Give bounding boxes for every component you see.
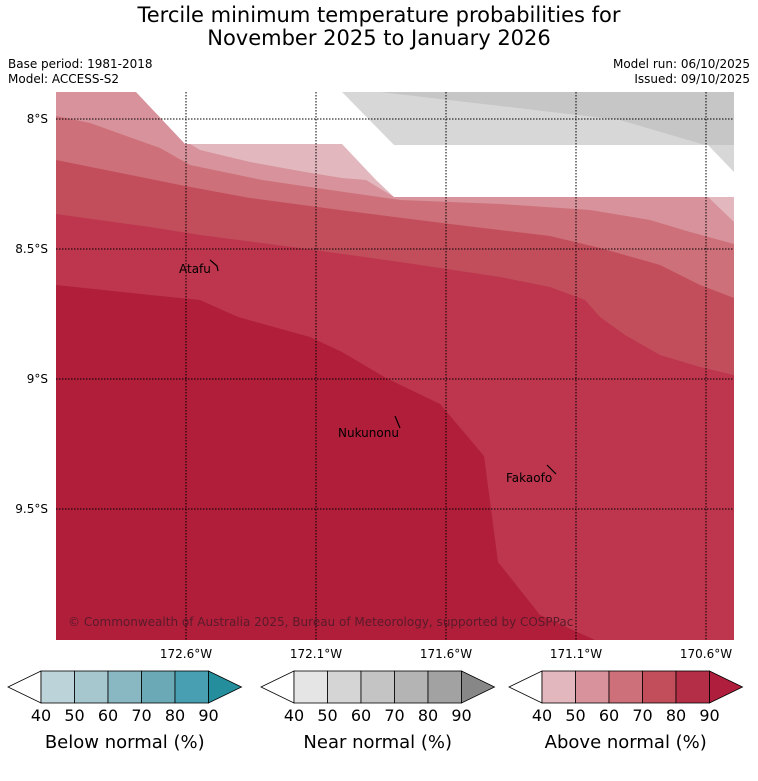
lon-tick: 171.6°W — [420, 647, 472, 661]
colorbar-tick-label: 90 — [198, 706, 218, 725]
colorbar-tick-label: 50 — [317, 706, 337, 725]
colorbar-near: 40 50 60 70 80 90 Near normal (%) — [260, 670, 496, 753]
colorbar-segment — [74, 670, 109, 704]
model-name: Model: ACCESS-S2 — [8, 72, 120, 86]
meta-left: Base period: 1981-2018 Model: ACCESS-S2 — [8, 57, 153, 87]
colorbar-tick-label: 90 — [699, 706, 719, 725]
place-label-nukunonu: Nukunonu — [338, 426, 399, 440]
lon-tick: 170.6°W — [680, 647, 732, 661]
colorbar-group: 40 50 60 70 80 90 Below normal (%) 40 50 60 70 80 90… — [7, 670, 744, 753]
colorbar-extend-high — [208, 670, 243, 704]
issued-date: Issued: 09/10/2025 — [634, 72, 750, 86]
colorbar-tick-label: 80 — [666, 706, 686, 725]
colorbar-tick-label: 40 — [31, 706, 51, 725]
colorbar-above: 40 50 60 70 80 90 Above normal (%) — [508, 670, 744, 753]
colorbar-segment — [360, 670, 395, 704]
colorbar-tick-label: 70 — [384, 706, 404, 725]
colorbar-segment — [427, 670, 462, 704]
lon-tick: 171.1°W — [550, 647, 602, 661]
colorbar-segment — [575, 670, 610, 704]
lat-tick: 9.5°S — [15, 502, 48, 516]
model-run: Model run: 06/10/2025 — [612, 57, 750, 71]
colorbar-tick-label: 50 — [64, 706, 84, 725]
colorbar-extend-low — [7, 670, 42, 704]
lat-ticks: 8°S 8.5°S 9°S 9.5°S — [15, 112, 48, 516]
colorbar-tick-label: 80 — [165, 706, 185, 725]
colorbar-segment — [293, 670, 328, 704]
colorbar-title: Below normal (%) — [45, 732, 205, 753]
lon-ticks: 172.6°W 172.1°W 171.6°W 171.1°W 170.6°W — [160, 647, 732, 661]
colorbar-segment — [174, 670, 209, 704]
colorbar-tick-label: 70 — [131, 706, 151, 725]
base-period: Base period: 1981-2018 — [8, 57, 153, 71]
colorbar-tick-label: 60 — [98, 706, 118, 725]
colorbar-tick-label: 90 — [451, 706, 471, 725]
colorbar-tick-label: 40 — [284, 706, 304, 725]
nukunonu-outline — [394, 415, 401, 429]
meta-right: Model run: 06/10/2025 Issued: 09/10/2025 — [613, 57, 750, 87]
colorbar-segment — [675, 670, 710, 704]
colorbar-extend-high — [709, 670, 744, 704]
colorbar-segment — [141, 670, 176, 704]
title-line-2: November 2025 to January 2026 — [207, 26, 551, 50]
colorbar-below: 40 50 60 70 80 90 Below normal (%) — [7, 670, 243, 753]
colorbar-extend-low — [260, 670, 295, 704]
colorbar-tick-label: 80 — [418, 706, 438, 725]
lat-tick: 8°S — [27, 112, 48, 126]
colorbar-extend-high — [461, 670, 496, 704]
lat-tick: 9°S — [27, 372, 48, 386]
colorbar-segment — [107, 670, 142, 704]
atolls — [209, 259, 557, 475]
map-area — [56, 92, 734, 640]
map-title: Tercile minimum temperature probabilitie… — [0, 4, 758, 50]
graticule — [56, 92, 734, 640]
colorbar-tick-label: 40 — [532, 706, 552, 725]
fakaofo-outline — [546, 464, 557, 475]
place-label-atafu: Atafu — [179, 262, 211, 276]
place-labels: Atafu Nukunonu Fakaofo — [179, 262, 552, 485]
colorbar-tick-label: 60 — [599, 706, 619, 725]
copyright-notice: © Commonwealth of Australia 2025, Bureau… — [68, 615, 573, 629]
colorbar-segment — [327, 670, 362, 704]
atafu-outline — [209, 259, 219, 272]
colorbar-extend-low — [508, 670, 543, 704]
colorbar-title: Near normal (%) — [303, 732, 452, 753]
colorbar-segment — [394, 670, 429, 704]
lat-tick: 8.5°S — [15, 242, 48, 256]
colorbar-segment — [608, 670, 643, 704]
lon-tick: 172.6°W — [160, 647, 212, 661]
colorbar-tick-label: 60 — [351, 706, 371, 725]
fill-near-60 — [380, 92, 734, 145]
place-label-fakaofo: Fakaofo — [506, 471, 552, 485]
title-line-1: Tercile minimum temperature probabilitie… — [137, 3, 621, 27]
colorbar-segment — [541, 670, 576, 704]
colorbar-segment — [40, 670, 75, 704]
lon-tick: 172.1°W — [290, 647, 342, 661]
colorbar-tick-label: 70 — [632, 706, 652, 725]
colorbar-tick-label: 50 — [565, 706, 585, 725]
colorbar-title: Above normal (%) — [545, 732, 707, 753]
colorbar-segment — [642, 670, 677, 704]
